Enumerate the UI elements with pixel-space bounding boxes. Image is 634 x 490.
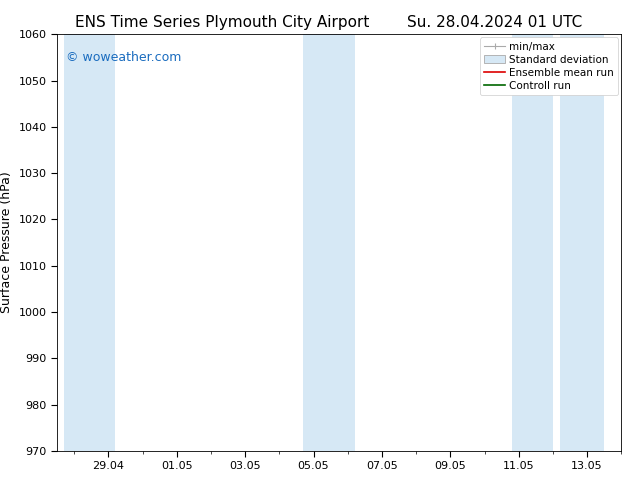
Legend: min/max, Standard deviation, Ensemble mean run, Controll run: min/max, Standard deviation, Ensemble me… bbox=[480, 37, 618, 95]
Text: © woweather.com: © woweather.com bbox=[65, 51, 181, 64]
Text: ENS Time Series Plymouth City Airport: ENS Time Series Plymouth City Airport bbox=[75, 15, 369, 30]
Bar bbox=[512, 34, 553, 451]
Y-axis label: Surface Pressure (hPa): Surface Pressure (hPa) bbox=[0, 172, 13, 314]
Bar bbox=[64, 34, 115, 451]
Bar bbox=[303, 34, 354, 451]
Bar bbox=[560, 34, 604, 451]
Text: Su. 28.04.2024 01 UTC: Su. 28.04.2024 01 UTC bbox=[407, 15, 582, 30]
